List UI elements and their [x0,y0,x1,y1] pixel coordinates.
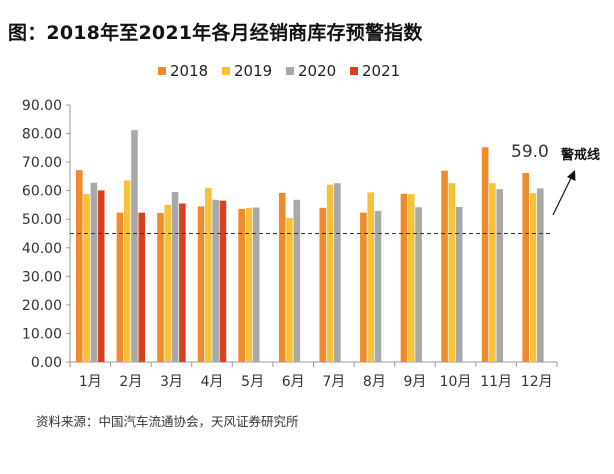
legend-swatch-2019 [222,67,230,75]
x-tick-label: 12月 [521,374,553,390]
x-tick-label: 3月 [160,374,183,390]
bar-2019-10 [448,183,456,362]
x-tick-label: 8月 [363,374,386,390]
legend-swatch-2021 [350,67,358,75]
bar-2021-2 [138,212,146,362]
x-tick-label: 6月 [282,374,305,390]
bar-2020-2 [131,130,138,362]
x-tick-label: 2月 [119,374,142,390]
axes: 0.00 10.00 20.00 30.00 40.00 50.00 60.00 70.00 8… [22,98,558,390]
warning-arrow-head [567,170,576,181]
bar-2019-2 [123,180,131,362]
y-tick-label: 90.00 [22,98,62,114]
bar-2019-3 [164,204,172,362]
x-tick-label: 9月 [403,374,426,390]
warning-arrow-shaft [552,175,573,216]
bar-2018-6 [278,192,286,362]
bar-2018-10 [441,170,448,362]
x-tick-label: 4月 [201,374,224,390]
bar-2020-1 [90,182,98,362]
bar-2020-12 [537,188,544,362]
y-tick-label: 30.00 [22,269,62,285]
bar-2019-1 [83,194,90,362]
bar-2018-7 [319,207,327,362]
bar-2018-11 [481,147,489,362]
bar-2021-3 [179,203,186,362]
source-note: 资料来源：中国汽车流通协会，天风证券研究所 [36,414,299,429]
bar-2021-4 [219,200,227,362]
bar-2019-11 [489,183,496,362]
bar-2020-11 [496,189,504,362]
bar-2020-7 [334,183,341,362]
bar-2020-8 [374,210,382,362]
bar-2020-4 [212,199,219,362]
bar-2018-3 [157,212,164,362]
legend: 2018 2019 2020 2021 [158,62,400,80]
warning-line-label: 警戒线 [561,147,600,163]
bar-2019-9 [407,194,415,362]
x-tick-label: 1月 [79,374,102,390]
bar-2019-8 [367,192,374,362]
annotation-value: 59.0 [511,142,549,162]
bar-2021-1 [97,190,105,362]
bar-2019-6 [286,218,293,362]
bar-2020-3 [171,192,179,362]
y-tick-label: 70.00 [22,155,62,171]
bars [76,130,544,362]
y-tick-label: 80.00 [22,127,62,143]
bar-2018-8 [360,212,367,362]
y-tick-label: 60.00 [22,184,62,200]
legend-label-2019: 2019 [234,62,272,80]
bar-2020-5 [252,207,260,362]
legend-swatch-2020 [286,67,294,75]
bar-2018-9 [400,193,408,362]
legend-label-2020: 2020 [298,62,336,80]
y-tick-label: 50.00 [22,212,62,228]
bar-2018-12 [522,172,530,362]
legend-label-2018: 2018 [170,62,208,80]
bar-2019-7 [326,184,334,362]
bar-2019-12 [529,193,537,362]
y-tick-label: 40.00 [22,241,62,257]
bar-2020-9 [415,207,422,362]
y-tick-label: 20.00 [22,298,62,314]
y-tick-label: 0.00 [31,355,62,371]
x-tick-label: 10月 [440,374,472,390]
x-tick-label: 7月 [322,374,345,390]
bar-2018-2 [116,212,124,362]
bar-2020-10 [455,206,463,362]
chart-title: 图：2018年至2021年各月经销商库存预警指数 [8,22,423,44]
x-tick-label: 5月 [241,374,264,390]
bar-2018-5 [238,208,245,362]
legend-swatch-2018 [158,67,166,75]
bar-2018-1 [76,170,83,362]
bar-2019-5 [245,207,253,362]
bar-2019-4 [205,187,212,362]
legend-label-2021: 2021 [362,62,400,80]
bar-2020-6 [293,199,301,362]
annotations: 59.0 警戒线 [70,142,600,234]
bar-2018-4 [197,206,205,362]
x-tick-label: 11月 [480,374,512,390]
y-tick-label: 10.00 [22,326,62,342]
